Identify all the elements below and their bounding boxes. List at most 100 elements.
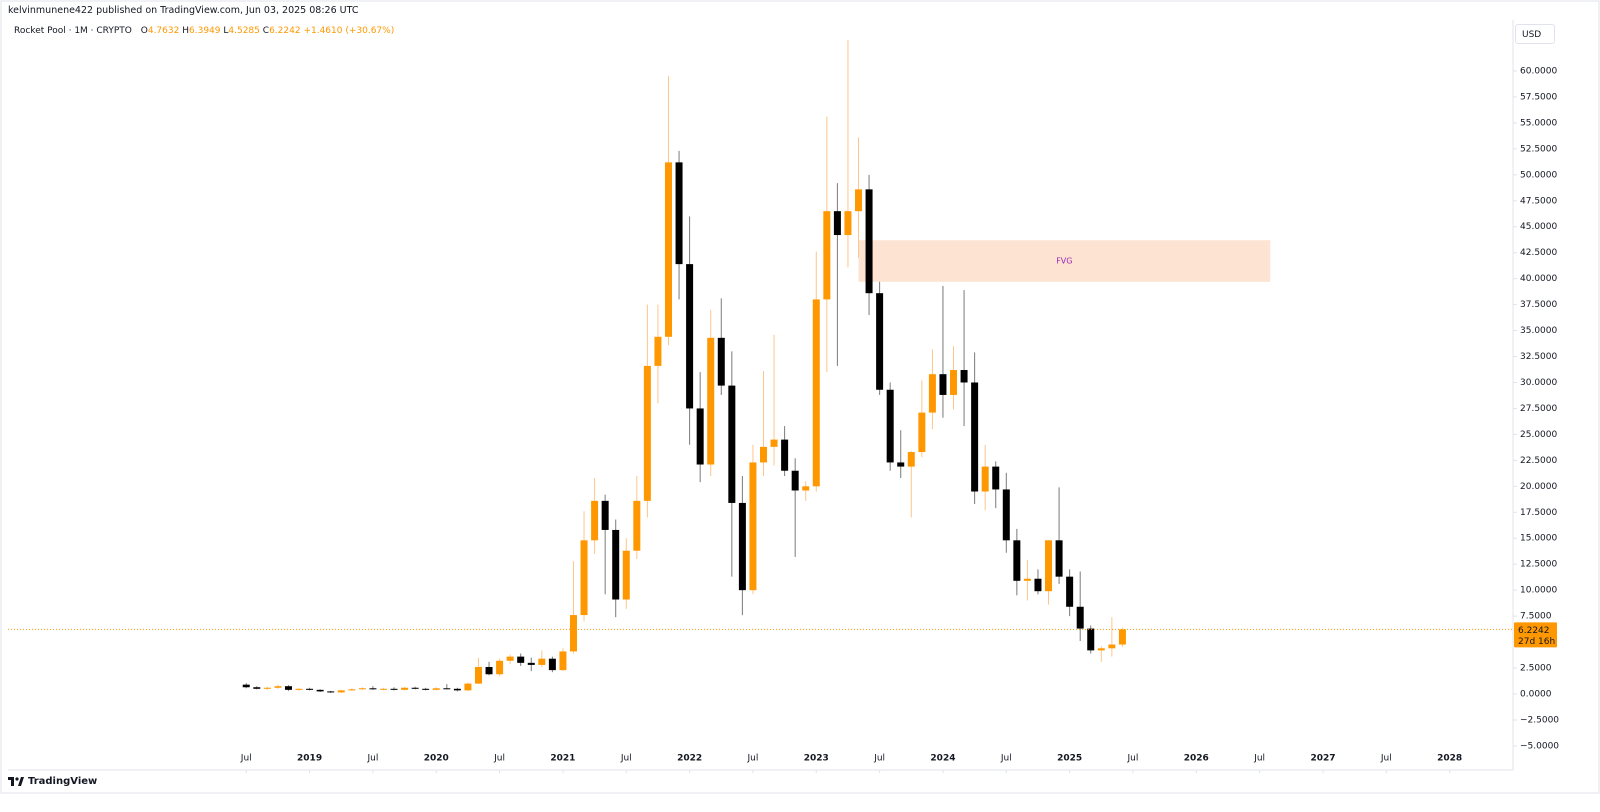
x-tick-label: Jul [1127,754,1139,764]
candle-body [369,688,377,690]
y-tick-label: 25.0000 [1520,430,1557,440]
currency-button[interactable]: USD [1515,24,1555,44]
y-tick-label: 10.0000 [1520,586,1557,596]
publish-info: kelvinmunene422 published on TradingView… [8,5,359,16]
y-tick-label: 27.5000 [1520,404,1557,414]
candle-body [1097,648,1105,651]
candle-body [327,691,335,693]
y-tick-label: 52.5000 [1520,144,1557,154]
symbol-title: Rocket Pool · 1M · CRYPTO [14,26,132,36]
y-tick-label: 45.0000 [1520,222,1557,232]
candle-body [496,660,504,675]
price-tag-value: 6.2242 [1518,626,1550,636]
fvg-label: FVG [1056,257,1072,266]
candle-body [823,211,831,300]
candle-body [527,662,535,665]
candle-body [939,374,947,395]
ohlc-letter: C [262,26,270,36]
candle-body [686,264,694,409]
open-value: 4.7632 [147,26,180,36]
candle-body [844,211,852,236]
candle-body [971,382,979,492]
candle-body [950,370,958,395]
tradingview-logo: TradingView [8,776,97,787]
y-tick-label: 42.5000 [1520,248,1557,258]
candle-body [538,658,546,665]
candle-body [580,540,588,616]
y-tick-label: 60.0000 [1520,66,1557,76]
candle-body [569,615,577,652]
candle-body [654,336,662,366]
price-tag-countdown: 27d 16h [1518,637,1555,647]
y-tick-label: 30.0000 [1520,378,1557,388]
candle-body [548,658,556,671]
low-value: 4.5285 [228,26,260,36]
y-tick-label: 35.0000 [1520,326,1557,336]
x-tick-label: Jul [366,754,378,764]
candle-body [992,466,1000,490]
x-tick-label: 2020 [424,754,449,764]
candle-body [633,500,641,551]
candle-body [591,500,599,541]
candle-body [1013,540,1021,581]
candle-body [506,656,514,661]
candle-body [390,688,398,690]
candle-body [833,211,841,236]
candle-body [1002,489,1010,541]
candle-body [981,466,989,492]
y-tick-label: 7.5000 [1520,612,1552,622]
candle-body [622,550,630,600]
candle-body [1087,628,1095,651]
candle-body [876,293,884,390]
candle-body [464,683,472,691]
candle-body [401,687,409,690]
candle-body [643,365,651,501]
x-tick-label: 2026 [1184,754,1209,764]
candle-body [907,452,915,467]
candle-body [242,684,250,688]
candle-body [664,162,672,337]
candle-body [358,688,366,690]
candle-body [728,385,736,503]
symbol-legend: Rocket Pool · 1M · CRYPTO O4.7632 H6.394… [14,26,394,36]
x-tick-label: Jul [747,754,759,764]
candle-body [1034,578,1042,592]
candle-body [274,686,282,688]
x-tick-label: Jul [873,754,885,764]
y-tick-label: 17.5000 [1520,508,1557,518]
candle-body [1118,629,1126,645]
ohlc-letter: H [182,26,189,36]
candle-body [802,486,810,491]
candle-body [738,502,746,591]
candle-body [918,412,926,453]
y-tick-label: 20.0000 [1520,482,1557,492]
plot-area: FVG [8,39,1513,693]
y-tick-label: 15.0000 [1520,534,1557,544]
candle-body [886,389,894,463]
x-tick-label: Jul [1380,754,1392,764]
x-tick-label: 2028 [1437,754,1462,764]
x-tick-label: Jul [240,754,252,764]
candle-body [749,462,757,591]
candle-body [897,462,905,467]
candle-body [696,408,704,465]
candle-body [781,439,789,471]
x-tick-label: Jul [1253,754,1265,764]
candle-body [306,688,314,690]
candle-body [960,370,968,383]
x-tick-label: 2019 [297,754,322,764]
close-value: 6.2242 [269,26,301,36]
candle-body [443,688,451,690]
ohlc-letter: L [223,26,229,36]
candle-body [379,688,387,690]
candle-body [411,687,419,689]
candle-body [855,189,863,212]
candle-body [253,687,261,689]
candle-body [348,689,356,691]
candle-body [1055,540,1063,577]
x-tick-label: 2021 [550,754,575,764]
y-tick-label: −2.5000 [1520,715,1559,725]
candle-body [1066,576,1074,607]
